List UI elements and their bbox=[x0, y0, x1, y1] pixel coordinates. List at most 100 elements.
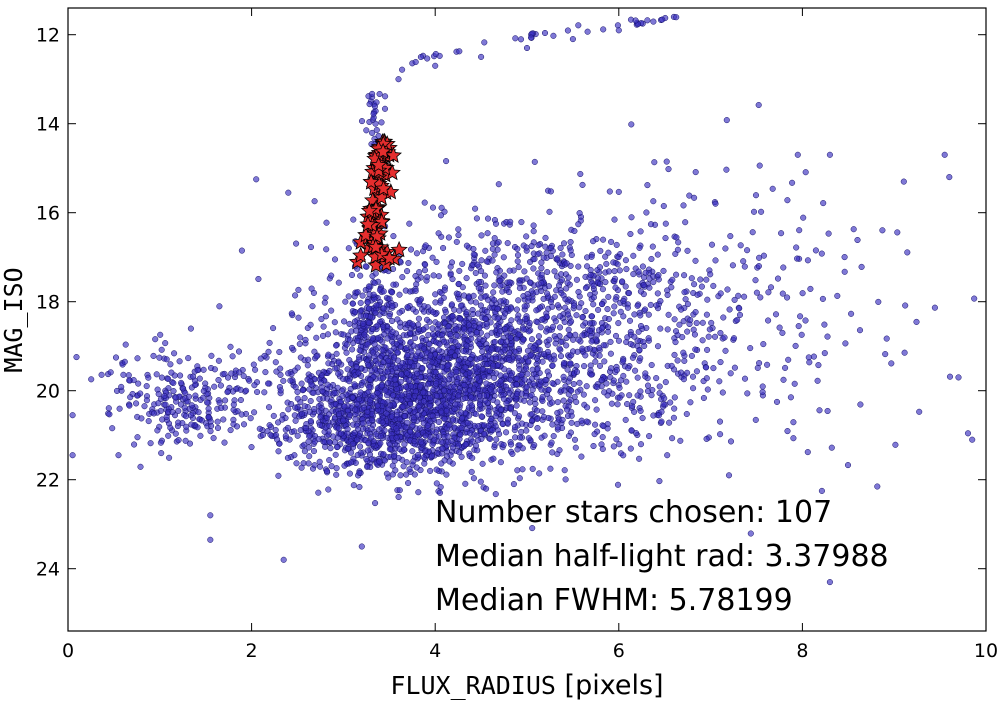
data-point bbox=[682, 296, 689, 303]
data-point bbox=[163, 356, 170, 363]
data-point bbox=[473, 215, 480, 222]
data-point bbox=[382, 93, 389, 100]
data-point bbox=[187, 325, 194, 332]
data-point bbox=[680, 376, 687, 383]
data-point bbox=[637, 228, 644, 235]
data-point bbox=[402, 383, 409, 390]
x-tick-label: 0 bbox=[62, 640, 74, 662]
data-point bbox=[654, 290, 661, 297]
data-point bbox=[697, 276, 704, 283]
data-point bbox=[717, 431, 724, 438]
data-point bbox=[240, 372, 247, 380]
data-point bbox=[902, 302, 909, 309]
data-point bbox=[404, 268, 411, 275]
data-point bbox=[389, 302, 396, 309]
data-point bbox=[610, 377, 617, 384]
data-point bbox=[904, 249, 911, 256]
x-axis-label-mono: FLUX_RADIUS bbox=[390, 671, 556, 700]
data-point bbox=[528, 243, 535, 250]
data-point bbox=[772, 311, 780, 318]
data-point bbox=[547, 253, 555, 260]
data-point bbox=[640, 282, 647, 289]
data-point bbox=[611, 275, 619, 282]
data-point bbox=[850, 226, 857, 233]
data-point bbox=[573, 368, 581, 375]
data-point bbox=[466, 321, 473, 328]
data-point bbox=[370, 349, 377, 356]
data-point bbox=[523, 44, 531, 52]
data-point bbox=[311, 198, 318, 205]
data-point bbox=[120, 371, 127, 378]
data-point bbox=[946, 174, 953, 181]
data-point bbox=[414, 378, 421, 385]
data-point bbox=[475, 284, 482, 292]
data-point bbox=[637, 288, 644, 295]
data-point bbox=[539, 358, 546, 365]
data-point bbox=[331, 319, 338, 326]
data-point bbox=[724, 286, 731, 293]
data-point bbox=[693, 368, 700, 375]
data-point bbox=[157, 407, 164, 414]
data-point bbox=[502, 372, 509, 379]
data-point bbox=[575, 22, 582, 29]
data-point bbox=[98, 371, 105, 378]
data-point bbox=[285, 370, 292, 377]
data-point bbox=[680, 202, 687, 209]
data-point bbox=[955, 374, 962, 381]
data-point bbox=[272, 359, 279, 366]
data-point bbox=[818, 487, 825, 494]
data-point bbox=[436, 489, 444, 496]
data-point bbox=[382, 387, 389, 394]
data-point bbox=[538, 271, 545, 278]
data-point bbox=[221, 439, 228, 446]
data-point bbox=[595, 306, 602, 313]
data-point bbox=[489, 245, 496, 252]
data-point bbox=[407, 428, 414, 435]
data-point bbox=[530, 222, 537, 229]
data-point bbox=[366, 101, 373, 108]
data-point bbox=[727, 438, 735, 445]
data-point bbox=[648, 361, 655, 369]
data-point bbox=[611, 268, 618, 275]
data-point bbox=[590, 301, 597, 308]
data-point bbox=[564, 279, 571, 286]
data-point bbox=[441, 387, 448, 394]
data-point bbox=[423, 316, 431, 323]
data-point bbox=[404, 351, 411, 359]
data-point bbox=[409, 448, 416, 455]
data-point bbox=[590, 282, 597, 289]
data-point bbox=[316, 421, 323, 429]
data-point bbox=[567, 396, 574, 403]
data-point bbox=[622, 416, 629, 423]
data-point bbox=[941, 151, 948, 158]
data-point bbox=[752, 192, 760, 199]
data-point bbox=[246, 377, 253, 384]
data-point bbox=[519, 420, 526, 427]
data-point bbox=[396, 487, 403, 494]
data-point bbox=[542, 234, 549, 241]
data-point bbox=[474, 375, 481, 382]
data-point bbox=[802, 317, 809, 324]
data-point bbox=[529, 366, 536, 373]
data-point bbox=[687, 399, 694, 406]
data-point bbox=[317, 463, 324, 470]
data-point bbox=[400, 446, 408, 453]
data-point bbox=[323, 468, 331, 475]
data-point bbox=[170, 388, 177, 395]
data-point bbox=[205, 405, 212, 412]
data-point bbox=[118, 383, 125, 390]
data-point bbox=[797, 313, 804, 320]
data-point bbox=[784, 294, 791, 301]
data-point bbox=[392, 364, 399, 371]
data-point bbox=[530, 380, 537, 387]
data-point bbox=[412, 335, 419, 342]
data-point bbox=[170, 379, 177, 387]
data-point bbox=[468, 402, 475, 409]
data-point bbox=[301, 403, 308, 410]
data-point bbox=[350, 482, 357, 489]
data-point bbox=[523, 275, 530, 282]
data-point bbox=[391, 376, 398, 383]
data-point bbox=[497, 378, 504, 385]
data-point bbox=[478, 53, 485, 60]
data-point bbox=[251, 409, 258, 416]
